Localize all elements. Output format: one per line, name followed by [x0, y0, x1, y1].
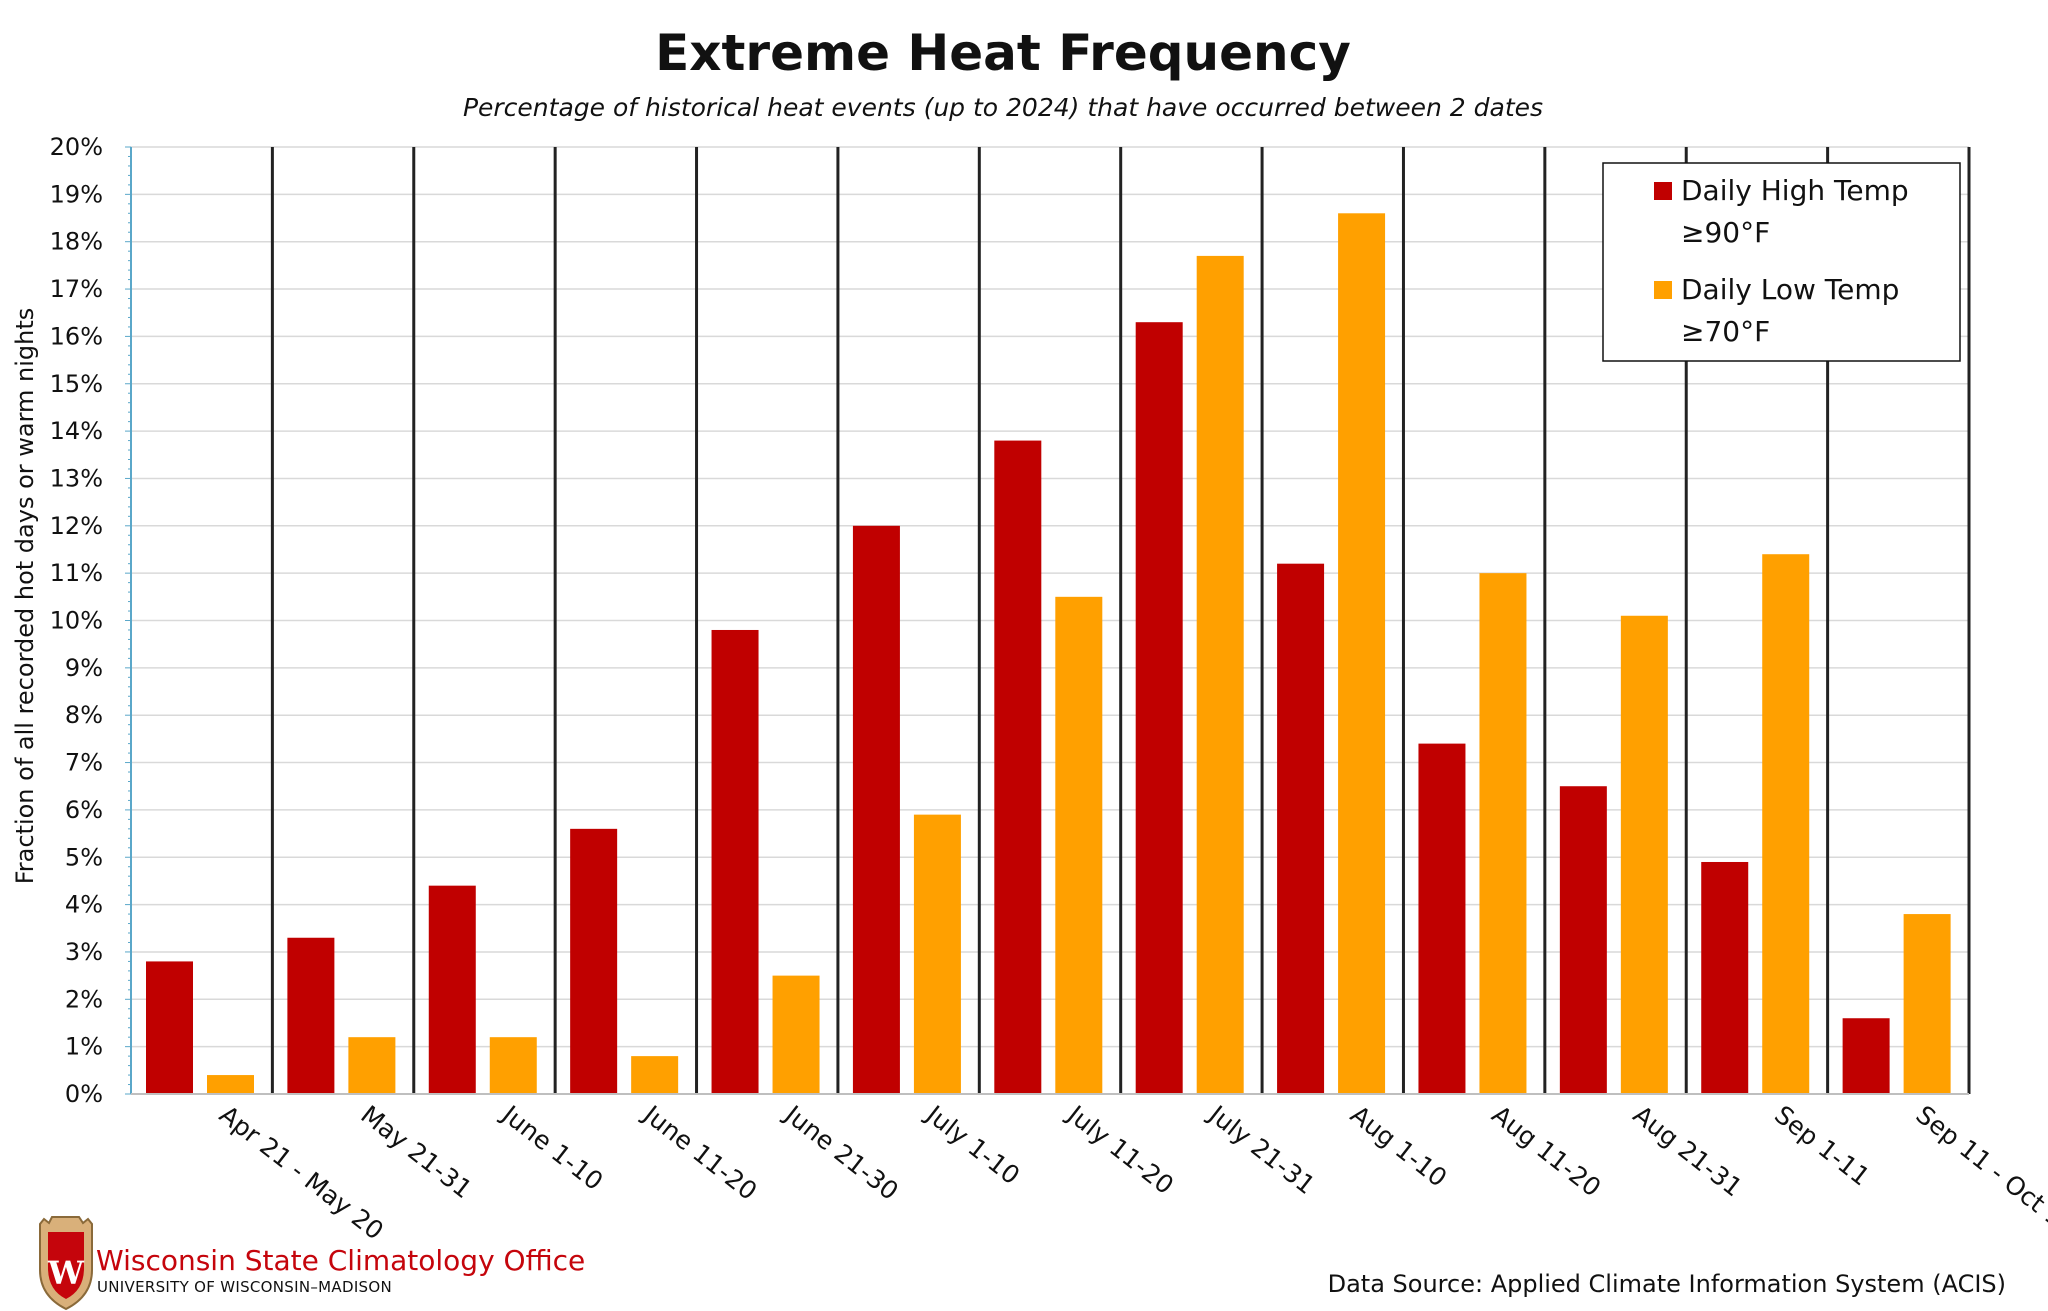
bar-daily-low [1620, 615, 1668, 1094]
bar-daily-high [852, 525, 900, 1094]
legend-label-high-line1: Daily High Temp [1681, 174, 1909, 207]
x-tick-label: June 1-10 [495, 1099, 608, 1196]
y-tick-label: 10% [50, 607, 103, 635]
y-tick-label: 5% [65, 843, 103, 871]
x-tick-label: July 21-31 [1202, 1099, 1320, 1200]
bar-daily-low [348, 1037, 396, 1094]
y-tick-label: 4% [65, 891, 103, 919]
y-tick-label: 13% [50, 464, 103, 492]
legend-swatch-low [1654, 281, 1672, 299]
bar-daily-low [631, 1056, 679, 1094]
chart-subtitle: Percentage of historical heat events (up… [463, 93, 1543, 122]
x-tick-label: Sep 1-11 [1769, 1100, 1875, 1192]
bar-daily-high [1277, 563, 1325, 1094]
bar-daily-low [913, 814, 961, 1094]
gridlines [131, 146, 1969, 1048]
bar-daily-high [1842, 1018, 1890, 1094]
bar-daily-low [1338, 213, 1386, 1095]
svg-text:W: W [47, 1254, 85, 1292]
y-tick-label: 16% [50, 322, 103, 350]
bar-daily-high [1418, 743, 1466, 1094]
y-tick-label: 14% [50, 417, 103, 445]
bar-daily-low [207, 1075, 254, 1094]
y-tick-label: 12% [50, 512, 103, 540]
legend-swatch-high [1654, 182, 1672, 200]
x-tick-label: June 11-20 [637, 1099, 763, 1206]
y-tick-label: 20% [50, 133, 103, 161]
bar-daily-low [1903, 914, 1951, 1094]
y-tick-label: 9% [65, 654, 103, 682]
legend-label-low-line2: ≥70°F [1681, 315, 1770, 348]
x-tick-label: May 21-31 [355, 1100, 477, 1204]
data-source: Data Source: Applied Climate Information… [1328, 1270, 2006, 1298]
legend-label-high-line2: ≥90°F [1681, 216, 1770, 249]
x-tick-label: Aug 11-20 [1486, 1100, 1606, 1203]
bar-daily-high [287, 937, 335, 1094]
x-tick-label: June 21-30 [778, 1099, 904, 1206]
x-tick-label: Aug 1-10 [1345, 1100, 1452, 1193]
bar-daily-high [1135, 322, 1183, 1094]
bars [146, 213, 1951, 1095]
bar-daily-low [772, 975, 820, 1094]
bar-daily-high [711, 629, 759, 1094]
axes [125, 146, 1969, 1095]
bar-daily-high [428, 885, 476, 1094]
bar-daily-high [570, 828, 618, 1094]
org-name: Wisconsin State Climatology Office [96, 1244, 585, 1277]
y-tick-labels: 0% 1% 2% 3% 4% 5% 6% 7% 8% 9% 10% 11% 12% 13% 14% 15% 16… [50, 133, 103, 1108]
x-tick-label: Sep 11 - Oct 10 [1911, 1100, 2048, 1243]
y-tick-label: 1% [65, 1033, 103, 1061]
y-tick-label: 0% [65, 1080, 103, 1108]
bar-daily-low [1479, 573, 1527, 1094]
bar-daily-low [489, 1037, 537, 1094]
bar-daily-high [1701, 861, 1749, 1094]
org-subtitle: UNIVERSITY OF WISCONSIN–MADISON [97, 1278, 392, 1296]
org-logo: W Wisconsin State Climatology Office UNI… [39, 1216, 585, 1311]
x-tick-label: Aug 21-31 [1628, 1100, 1748, 1203]
bar-daily-low [1762, 554, 1810, 1094]
y-axis-label: Fraction of all recorded hot days or war… [11, 308, 39, 885]
bar-daily-high [994, 440, 1042, 1094]
bar-daily-low [1196, 255, 1244, 1094]
bar-daily-high [146, 961, 193, 1094]
legend-label-low-line1: Daily Low Temp [1681, 273, 1899, 306]
y-tick-label: 8% [65, 701, 103, 729]
y-tick-label: 17% [50, 275, 103, 303]
y-tick-label: 15% [50, 370, 103, 398]
x-tick-label: July 11-20 [1061, 1099, 1179, 1200]
uw-crest-icon: W [39, 1216, 93, 1311]
chart-title: Extreme Heat Frequency [655, 24, 1351, 82]
y-tick-label: 6% [65, 796, 103, 824]
y-tick-label: 3% [65, 938, 103, 966]
bar-daily-high [1559, 786, 1607, 1094]
y-tick-label: 18% [50, 228, 103, 256]
legend: Daily High Temp ≥90°F Daily Low Temp ≥70… [1602, 162, 1961, 362]
y-tick-label: 19% [50, 180, 103, 208]
y-tick-label: 7% [65, 749, 103, 777]
y-tick-label: 11% [50, 559, 103, 587]
y-tick-label: 2% [65, 985, 103, 1013]
x-tick-label: July 1-10 [919, 1099, 1025, 1191]
bar-daily-low [1055, 596, 1103, 1094]
